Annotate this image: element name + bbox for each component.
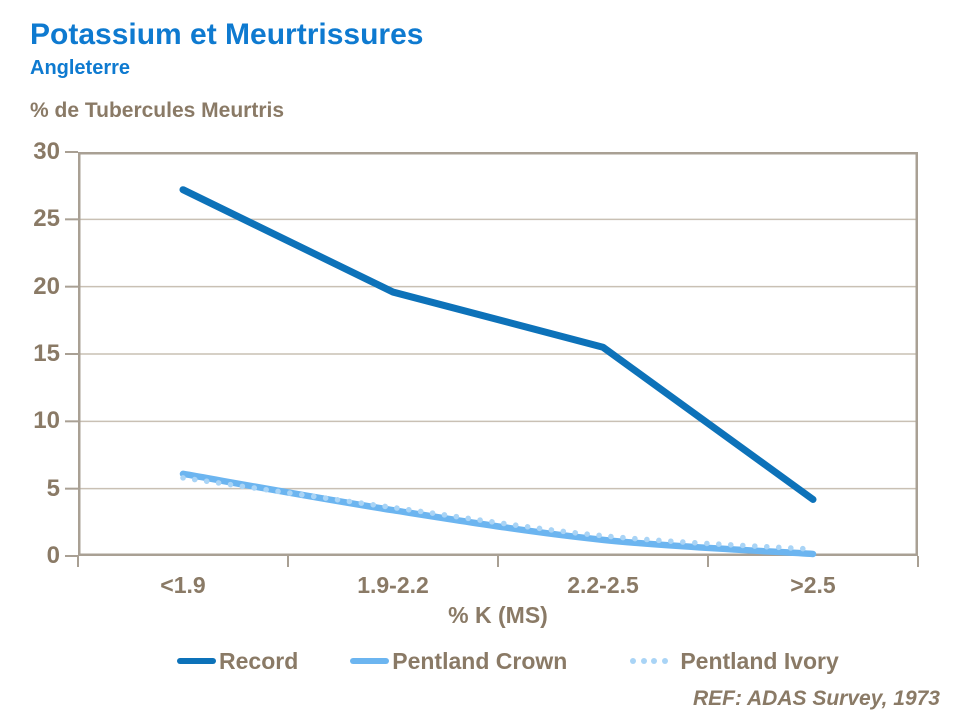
y-axis-label: 20 <box>33 272 60 300</box>
pentland-ivory-line-sample <box>630 658 672 664</box>
legend-label-pentland-ivory: Pentland Ivory <box>680 647 839 674</box>
pentland-crown-line-sample <box>350 657 390 665</box>
legend-item-pentland-ivory: Pentland Ivory <box>630 647 839 675</box>
y-axis-label: 25 <box>33 205 60 233</box>
x-axis-label: 1.9-2.2 <box>357 572 429 598</box>
y-axis-label: 15 <box>33 340 60 367</box>
legend-item-pentland-crown: Pentland Crown <box>350 648 567 675</box>
plot-border <box>78 152 918 556</box>
chart-title: Potassium et Meurtrissures <box>30 18 424 51</box>
record-line <box>179 186 817 503</box>
line-chart-canvas <box>65 151 919 567</box>
y-axis-label: 10 <box>33 407 60 435</box>
legend-item-record: Record <box>177 648 298 675</box>
x-axis-label: <1.9 <box>160 572 206 598</box>
pentland-ivory-line <box>180 475 816 553</box>
x-axis-label: 2.2-2.5 <box>567 572 639 598</box>
legend-dot <box>661 658 668 664</box>
legend-dot <box>651 658 658 664</box>
y-axis-title: % de Tubercules Meurtris <box>30 99 285 122</box>
legend-dot <box>640 658 647 664</box>
pentland-crown-line <box>179 470 817 558</box>
reference-note: REF: ADAS Survey, 1973 <box>692 687 940 710</box>
chart-subtitle: Angleterre <box>30 57 131 79</box>
record-line-sample <box>177 657 216 665</box>
legend-label-record: Record <box>219 647 299 674</box>
legend-dot <box>630 658 637 664</box>
y-axis-label: 0 <box>46 542 60 569</box>
x-axis-title: % K (MS) <box>448 602 548 628</box>
y-axis-label: 30 <box>33 138 60 165</box>
legend: Record Pentland Crown Pentland Ivory <box>177 646 839 676</box>
x-axis-label: >2.5 <box>790 572 836 598</box>
y-axis-label: 5 <box>46 474 60 502</box>
legend-label-pentland-crown: Pentland Crown <box>392 647 568 674</box>
